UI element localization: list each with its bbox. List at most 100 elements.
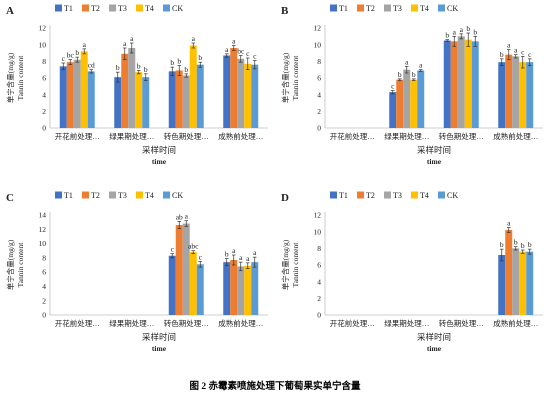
legend-swatch [82,4,89,12]
bar [251,64,259,128]
category-label: 转色期处理… [439,318,484,328]
x-axis-label: 采样时间 [417,145,451,155]
bar [230,260,238,315]
legend-swatch [55,191,62,199]
legend-label: T2 [366,191,375,200]
bar [142,77,150,128]
bar [498,255,506,315]
significance-letter: a [83,40,87,49]
significance-letter: b [412,70,416,79]
legend-label: CK [447,4,458,13]
y-tick-label: 12 [39,225,47,234]
bar [389,92,397,128]
y-tick-label: 6 [317,261,321,270]
y-tick-label: 4 [42,90,46,99]
bar [66,62,74,128]
y-tick-label: 12 [314,211,322,220]
y-tick-label: 2 [317,294,321,303]
significance-letter: b [116,63,120,72]
y-tick-label: 2 [317,107,321,116]
significance-letter: c [199,252,203,261]
bar [237,58,245,129]
bar [223,262,231,315]
y-tick-label: 2 [42,296,46,305]
bar [182,223,190,315]
category-label: 成熟前处理… [218,131,263,141]
figure-caption: 图 2 赤霉素喷施处理下葡萄果实单宁含量 [189,382,361,392]
bar [498,62,506,128]
panel-letter: D [281,192,289,204]
legend-label: CK [447,191,458,200]
legend-label: T4 [145,191,154,200]
legend-label: T3 [393,191,402,200]
legend-label: T3 [118,4,127,13]
chart-svg: D T1 T2 T3 T4 CK 单宁含量(mg/g) Tannin content 0 2 4 6 8… [280,191,543,353]
significance-letter: b [137,62,141,71]
panel-letter: B [281,5,289,17]
bar [457,36,465,129]
category-label: 转色期处理… [164,131,209,141]
legend-label: T4 [145,4,154,13]
significance-letter: b [144,65,148,74]
legend-swatch [136,4,143,12]
bar [251,262,259,315]
category-label: 成熟前处理… [218,318,263,328]
significance-letter: c [521,47,525,56]
bar [175,225,183,315]
y-tick-label: 6 [42,74,46,83]
significance-letter: a [192,34,196,43]
category-label: 转色期处理… [439,131,484,141]
bar [175,70,183,128]
bar [244,63,252,129]
y-tick-label: 10 [314,227,322,236]
y-axis-label: 单宁含量(mg/g) [5,239,15,290]
bar [505,230,513,315]
significance-letter: a [185,212,189,221]
significance-letter: a [246,254,250,263]
bar [403,69,411,128]
significance-letter: b [75,48,79,57]
y-tick-label: 12 [314,24,322,33]
y-tick-label: 4 [42,282,46,291]
bar [230,48,238,128]
y-tick-label: 0 [42,311,46,320]
category-label: 绿果期处理… [109,318,154,328]
significance-letter: a [453,27,457,36]
y-axis-label: 单宁含量(mg/g) [280,239,290,290]
legend-label: T3 [393,4,402,13]
bar [471,41,479,129]
y-tick-label: 8 [317,57,321,66]
category-label: 开花前处理… [55,131,100,141]
bar [59,66,67,128]
category-label: 开花前处理… [55,318,100,328]
legend: T1 T2 T3 T4 CK [55,191,183,200]
significance-letter: a [405,57,409,66]
bar [519,251,527,315]
significance-letter: a [225,45,229,54]
significance-letter: a [130,34,134,43]
bar [244,265,252,315]
bar [114,77,122,128]
significance-letter: a [419,61,423,70]
category-label: 转色期处理… [164,318,209,328]
legend-swatch [384,4,391,12]
y-tick-label: 6 [42,268,46,277]
bar [464,39,472,128]
bar [168,71,176,128]
legend: T1 T2 T3 T4 CK [330,191,458,200]
y-tick-label: 8 [42,57,46,66]
category-label: 绿果期处理… [384,318,429,328]
bar [443,40,451,128]
bar [512,56,520,129]
legend-swatch [330,4,337,12]
bar [450,41,458,129]
significance-letter: b [225,250,229,259]
significance-letter: a [123,39,127,48]
chart-panel-b: B T1 T2 T3 T4 CK 单宁含量(mg/g) Tannin content 0 2 4 6 8… [275,0,550,185]
significance-letter: a [232,37,236,46]
significance-letter: c [246,49,250,58]
y-tick-label: 0 [317,124,321,133]
y-tick-label: 12 [39,24,47,33]
legend-swatch [136,191,143,199]
bar [196,64,204,128]
